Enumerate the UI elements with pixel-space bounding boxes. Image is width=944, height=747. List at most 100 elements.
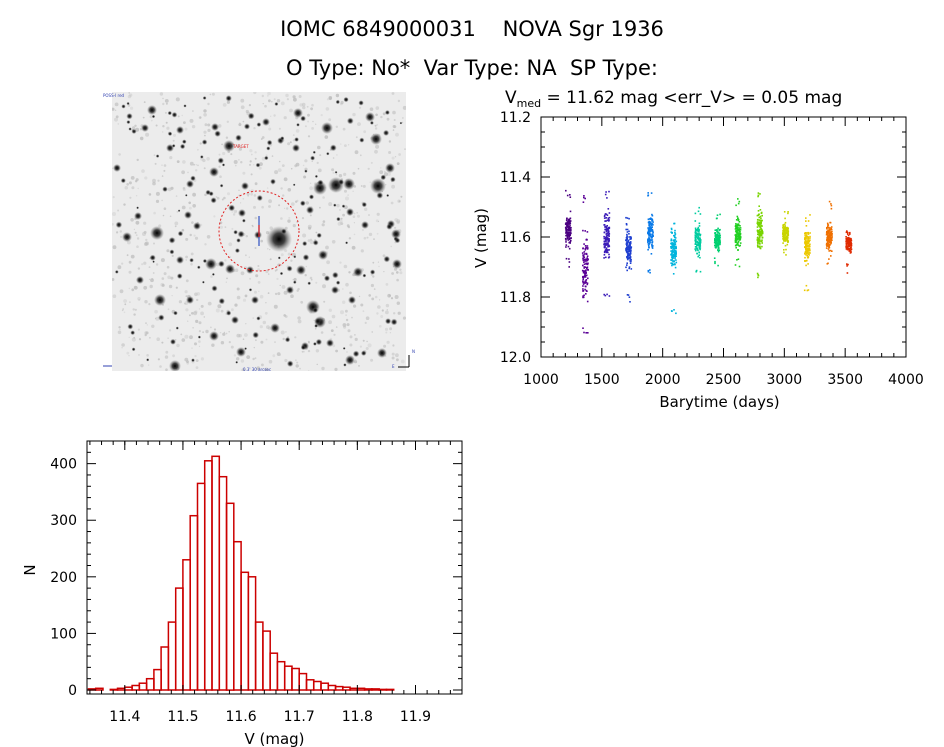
light-curve-point (608, 239, 610, 242)
background-noise-dot (126, 254, 129, 257)
background-noise-dot (203, 167, 206, 170)
star (361, 221, 369, 229)
light-curve-point (606, 197, 608, 199)
light-curve-point (759, 226, 762, 229)
faint-star (218, 260, 225, 268)
background-noise-dot (221, 198, 224, 201)
light-curve-point (845, 236, 847, 238)
light-curve-point (807, 233, 810, 235)
light-curve-point (782, 242, 784, 244)
x-tick-label: 1000 (523, 372, 559, 388)
light-curve-point (671, 254, 674, 256)
light-curve-point (608, 212, 611, 214)
histogram-bar (174, 587, 184, 691)
faint-star (127, 323, 134, 330)
light-curve-point (568, 229, 570, 232)
faint-star (266, 146, 271, 151)
background-noise-dot (231, 308, 234, 312)
histogram-bar (247, 576, 257, 691)
light-curve-point (565, 222, 567, 224)
histogram-bar (276, 660, 286, 691)
background-noise-dot (377, 261, 379, 263)
background-noise-dot (390, 245, 392, 248)
background-noise-dot (399, 268, 402, 271)
light-curve-point (651, 233, 654, 235)
faint-star (300, 344, 306, 351)
background-noise-dot (164, 111, 167, 114)
background-noise-dot (193, 163, 196, 166)
faint-star (202, 280, 205, 284)
faint-star (237, 230, 245, 238)
background-noise-dot (268, 199, 272, 204)
background-noise-dot (199, 142, 202, 145)
background-noise-dot (344, 189, 347, 193)
light-curve-point (566, 233, 568, 236)
background-noise-dot (123, 203, 126, 206)
light-curve-point (699, 213, 702, 215)
light-curve-point (627, 249, 630, 251)
histogram-bar (283, 665, 293, 691)
histogram-bar (349, 687, 359, 691)
light-curve-point (718, 236, 720, 238)
background-noise-dot (309, 276, 313, 280)
light-curve-point (736, 224, 739, 227)
light-curve-cluster (625, 216, 633, 303)
background-noise-dot (119, 328, 121, 331)
hist-y-tick-label: 0 (68, 683, 77, 699)
background-noise-dot (279, 284, 281, 287)
light-curve-point (672, 256, 674, 259)
light-curve-point (603, 217, 606, 219)
light-curve-point (625, 239, 627, 241)
light-curve-point (718, 241, 720, 244)
background-noise-dot (148, 266, 151, 268)
light-curve-point (582, 275, 584, 278)
background-noise-dot (296, 361, 299, 364)
star (176, 126, 184, 134)
light-curve-point (566, 234, 569, 237)
background-noise-dot (151, 278, 154, 280)
light-curve-point (565, 231, 568, 233)
background-noise-dot (159, 365, 162, 368)
light-curve-point (630, 237, 632, 239)
light-curve-point (735, 239, 738, 241)
light-curve-point (565, 189, 567, 192)
background-noise-dot (220, 341, 225, 345)
background-noise-dot (345, 314, 347, 316)
background-noise-dot (258, 290, 260, 292)
light-curve-point (569, 222, 572, 225)
background-noise-dot (240, 359, 245, 363)
background-noise-dot (155, 263, 159, 266)
light-curve-point (809, 235, 811, 238)
faint-star (228, 204, 236, 212)
light-curve-point (569, 242, 571, 244)
light-curve-point (568, 241, 570, 244)
background-noise-dot (137, 267, 141, 270)
light-curve-point (672, 250, 675, 253)
background-noise-dot (188, 201, 191, 205)
light-curve-point (670, 262, 672, 264)
background-noise-dot (172, 354, 176, 358)
light-curve-point (849, 231, 851, 234)
background-noise-dot (268, 125, 270, 127)
background-noise-dot (369, 181, 372, 183)
light-curve-point (717, 231, 720, 233)
background-noise-dot (386, 309, 388, 311)
light-curve-point (603, 237, 606, 240)
background-noise-dot (293, 97, 297, 102)
background-noise-dot (374, 127, 378, 130)
light-curve-point (761, 236, 764, 239)
light-curve-point (674, 253, 677, 256)
light-curve-point (756, 237, 759, 239)
light-curve-point (804, 251, 806, 254)
faint-star (115, 221, 123, 229)
background-noise-dot (134, 308, 137, 311)
background-noise-dot (335, 326, 338, 328)
background-noise-dot (163, 164, 167, 167)
light-curve-point (647, 239, 649, 242)
faint-star (312, 307, 318, 313)
background-noise-dot (145, 238, 148, 242)
light-curve-point (719, 243, 721, 246)
background-noise-dot (315, 123, 317, 125)
background-noise-dot (133, 336, 136, 339)
